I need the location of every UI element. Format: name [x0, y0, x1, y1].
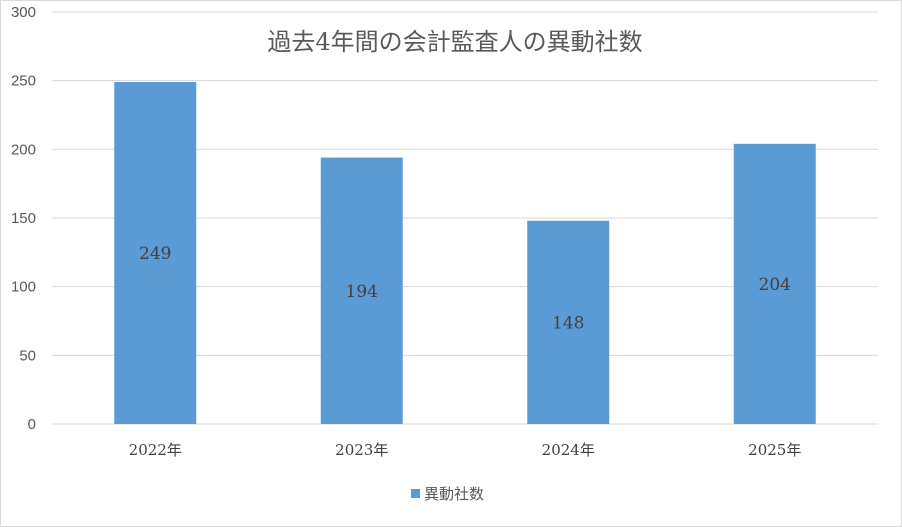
y-tick-label: 250: [11, 73, 36, 90]
legend: 異動社数: [411, 485, 484, 503]
y-tick-label: 0: [28, 416, 36, 433]
x-tick-label: 2023年: [335, 441, 388, 459]
x-tick-label: 2022年: [129, 441, 182, 459]
y-tick-label: 50: [19, 347, 36, 364]
legend-swatch: [411, 489, 420, 498]
chart-title: 過去4年間の会計監査人の異動社数: [267, 28, 642, 56]
y-tick-label: 200: [11, 141, 36, 158]
y-tick-label: 100: [11, 279, 36, 296]
data-label: 148: [552, 313, 584, 333]
y-tick-label: 150: [11, 210, 36, 227]
bar: [527, 220, 610, 424]
bar: [733, 143, 816, 424]
x-tick-label: 2024年: [542, 441, 595, 459]
bars: [114, 82, 816, 424]
x-axis-ticks: 2022年 2023年 2024年 2025年: [129, 441, 802, 459]
y-axis-ticks: 0 50 100 150 200 250 300: [11, 4, 36, 433]
y-tick-label: 300: [11, 4, 36, 21]
data-label: 249: [139, 244, 171, 264]
bar: [114, 82, 197, 424]
x-tick-label: 2025年: [748, 441, 801, 459]
legend-label: 異動社数: [424, 485, 484, 503]
data-label: 194: [346, 282, 378, 302]
bar: [320, 157, 403, 424]
data-labels: 249 194 148 204: [139, 244, 791, 333]
data-label: 204: [759, 275, 791, 295]
